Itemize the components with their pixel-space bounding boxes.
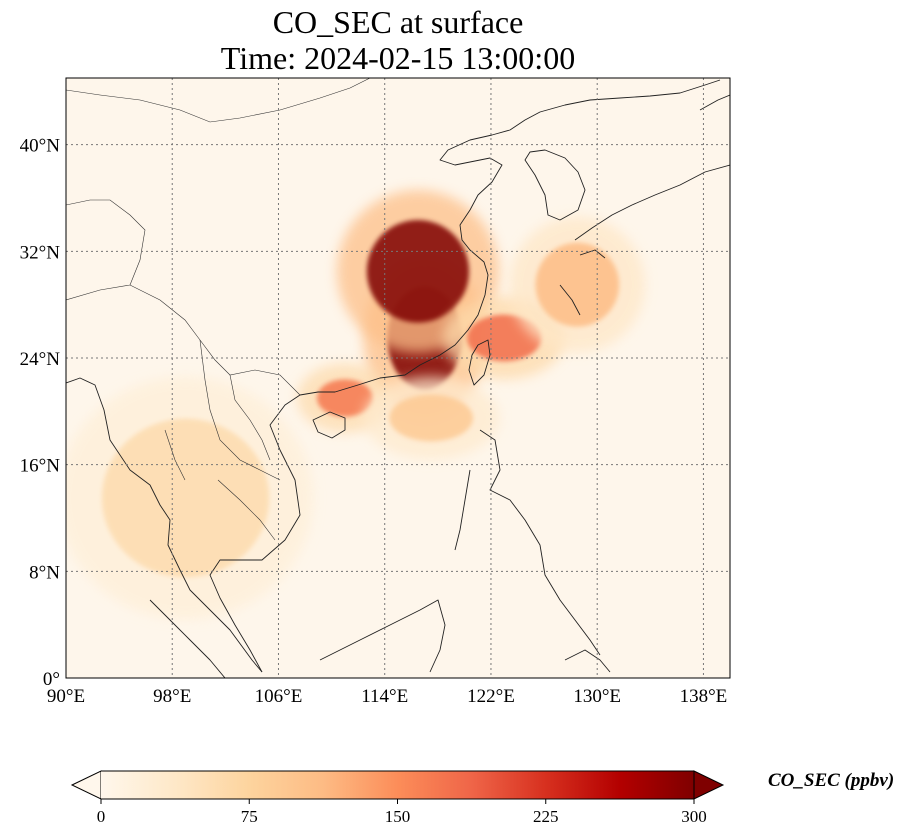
x-tick-label: 130°E xyxy=(573,686,621,707)
colorbar-tick-label: 0 xyxy=(97,807,106,826)
colorbar-extend-low xyxy=(70,770,102,800)
country-borders xyxy=(66,78,371,541)
concentration-field xyxy=(66,190,646,620)
colorbar-extend-high xyxy=(693,770,725,800)
coastline-korea xyxy=(524,149,586,221)
colorbar: 0 75 150 225 300 xyxy=(70,770,725,826)
x-tick-label: 138°E xyxy=(680,686,728,707)
colorbar-label: CO_SEC (ppbv) xyxy=(768,770,895,791)
coastline-mainland xyxy=(66,377,263,673)
y-axis-ticks: 0° 8°N 16°N 24°N 32°N 40°N xyxy=(20,136,61,690)
coastline-newguinea xyxy=(564,649,611,673)
plume-6 xyxy=(363,376,499,460)
colorbar-gradient xyxy=(101,771,694,799)
plume-core xyxy=(366,220,470,323)
colorbar-tick-label: 75 xyxy=(241,807,258,826)
x-tick-label: 90°E xyxy=(47,686,85,707)
colorbar-ticks: 0 75 150 225 300 xyxy=(97,799,707,826)
colorbar-tick-label: 150 xyxy=(385,807,411,826)
plume-core xyxy=(467,314,542,362)
x-tick-label: 114°E xyxy=(361,686,408,707)
gridlines xyxy=(66,78,730,678)
x-tick-label: 106°E xyxy=(255,686,303,707)
x-tick-label: 122°E xyxy=(467,686,515,707)
coastline-indochina xyxy=(209,79,721,673)
coastlines xyxy=(66,79,730,678)
plume-core xyxy=(316,379,373,417)
coastline-philippines xyxy=(454,429,601,656)
x-axis-ticks: 90°E 98°E 106°E 114°E 122°E 130°E 138°E xyxy=(47,686,727,707)
y-tick-label: 32°N xyxy=(20,242,61,263)
y-tick-label: 16°N xyxy=(20,456,61,477)
y-tick-label: 40°N xyxy=(20,136,61,157)
coastline-hainan xyxy=(312,411,346,439)
chart-title: CO_SEC at surface xyxy=(272,4,524,40)
y-tick-label: 0° xyxy=(43,669,60,690)
colorbar-tick-label: 300 xyxy=(681,807,707,826)
y-tick-label: 24°N xyxy=(20,349,61,370)
plume-5 xyxy=(66,376,314,620)
plume-core xyxy=(535,242,620,327)
plume-core xyxy=(101,418,270,578)
colorbar-tick-label: 225 xyxy=(533,807,559,826)
plume-core xyxy=(389,394,474,442)
chart-subtitle: Time: 2024-02-15 13:00:00 xyxy=(220,40,576,76)
y-tick-label: 8°N xyxy=(29,562,60,583)
x-tick-label: 98°E xyxy=(153,686,191,707)
plot-frame xyxy=(65,77,731,679)
coastline-borneo xyxy=(319,599,446,673)
coastline-japan xyxy=(559,94,730,316)
coastline-sumatra xyxy=(149,599,226,678)
plume-3 xyxy=(509,216,646,353)
